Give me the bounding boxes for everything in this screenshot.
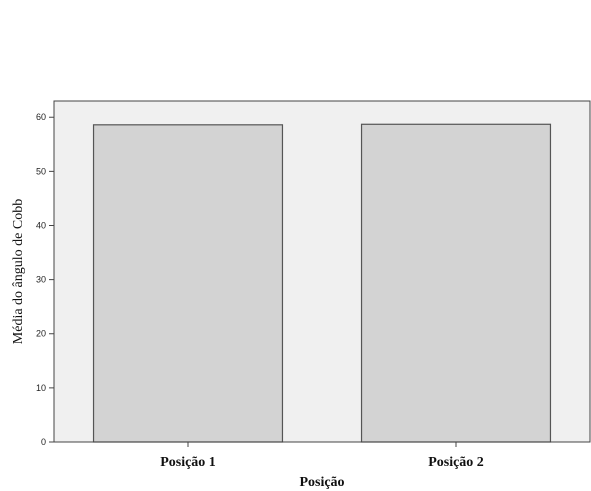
y-tick-label: 40 — [36, 220, 46, 230]
y-tick-label: 60 — [36, 112, 46, 122]
x-axis-title: Posição — [299, 475, 344, 490]
bar-1 — [92, 124, 284, 443]
y-tick-label: 10 — [36, 383, 46, 393]
y-tick-label: 20 — [36, 329, 46, 339]
y-axis-title: Média do ângulo de Cobb — [11, 199, 26, 344]
x-axis-category-labels: Posição 1 Posição 2 — [160, 442, 484, 470]
x-category-label: Posição 1 — [160, 455, 216, 470]
bars — [92, 123, 552, 443]
y-tick-label: 0 — [41, 437, 46, 447]
bar-2 — [360, 123, 552, 443]
y-tick-label: 30 — [36, 275, 46, 285]
y-tick-label: 50 — [36, 166, 46, 176]
x-category-label: Posição 2 — [428, 455, 484, 470]
y-axis-ticks: 0 10 20 30 40 50 60 — [36, 112, 54, 447]
